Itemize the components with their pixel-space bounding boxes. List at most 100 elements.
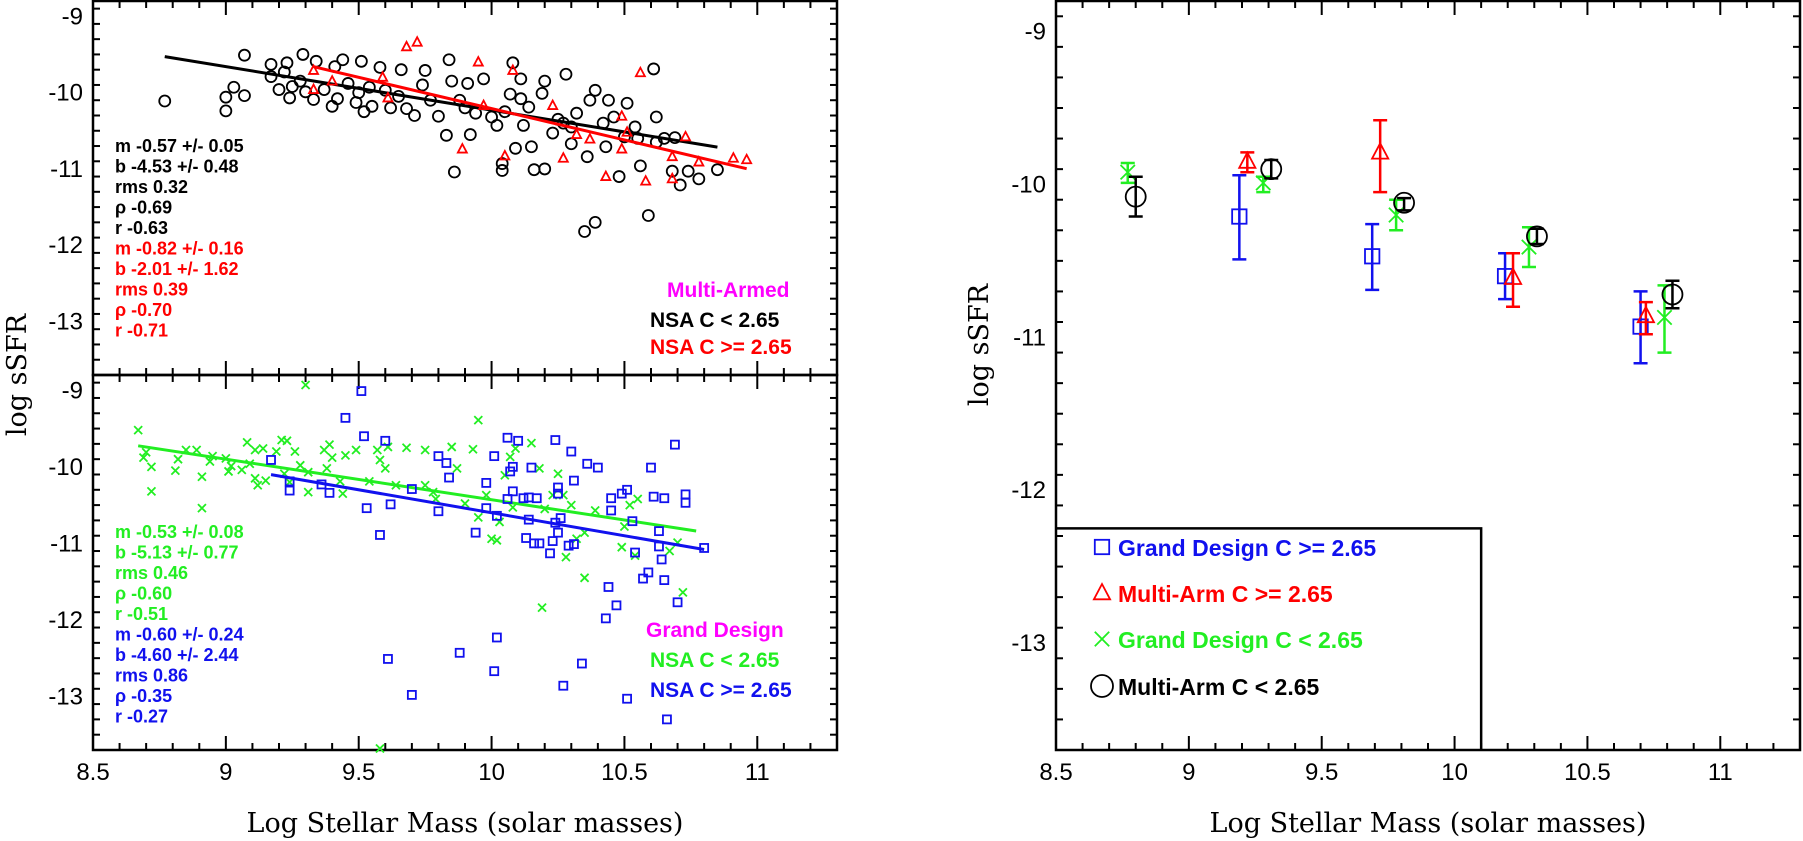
- data-point: [507, 486, 518, 497]
- x-tick-label: 8.5: [1039, 759, 1072, 786]
- data-point: [559, 67, 573, 81]
- fit-line: [137, 444, 697, 533]
- data-point: [432, 109, 445, 123]
- data-point: [392, 90, 405, 103]
- data-point: [611, 600, 622, 611]
- data-point: [411, 35, 424, 47]
- fit-stat: rms 0.39: [115, 280, 188, 300]
- data-point: [359, 431, 369, 442]
- data-point: [513, 435, 524, 446]
- data-point: [452, 463, 462, 474]
- legend-marker: [1090, 674, 1114, 698]
- data-point: [158, 94, 172, 108]
- legend-label: Grand Design C >= 2.65: [1118, 535, 1376, 561]
- data-point: [1636, 304, 1656, 324]
- data-point: [578, 225, 591, 238]
- data-point: [133, 425, 143, 435]
- data-point: [258, 443, 268, 454]
- y-tick-label: -11: [50, 530, 83, 557]
- data-point: [679, 129, 692, 142]
- data-point: [612, 170, 626, 183]
- data-point: [245, 459, 255, 469]
- data-point: [666, 171, 679, 184]
- data-point: [373, 61, 387, 74]
- x-tick-label: 9: [1182, 759, 1195, 786]
- y-tick-label: -10: [48, 80, 83, 107]
- data-point: [727, 151, 740, 163]
- data-point: [335, 476, 345, 487]
- data-point: [527, 163, 541, 177]
- data-point: [470, 527, 481, 538]
- data-point: [173, 454, 183, 464]
- data-point: [492, 535, 502, 545]
- y-tick-label: -10: [48, 454, 83, 481]
- x-tick-label: 10: [1441, 759, 1468, 786]
- data-point: [433, 506, 444, 517]
- data-point: [327, 453, 337, 463]
- data-point: [606, 505, 617, 516]
- data-point: [514, 92, 528, 106]
- x-tick-label: 10.5: [601, 759, 648, 786]
- data-point: [621, 125, 634, 137]
- data-point: [570, 127, 583, 139]
- data-point: [253, 480, 263, 490]
- data-point: [517, 119, 530, 132]
- data-point: [400, 102, 413, 116]
- data-point: [406, 689, 417, 700]
- fit-stat: r -0.71: [115, 321, 168, 341]
- data-point: [356, 386, 367, 396]
- data-point: [633, 159, 647, 173]
- data-point: [197, 503, 207, 513]
- data-point: [1237, 150, 1257, 169]
- data-point: [361, 503, 372, 514]
- data-point: [282, 436, 292, 446]
- data-point: [372, 445, 382, 455]
- data-point: [1661, 283, 1684, 306]
- data-point: [672, 597, 683, 608]
- data-point: [600, 613, 611, 624]
- data-point: [1656, 309, 1673, 326]
- data-point: [477, 98, 490, 110]
- x-tick-label: 11: [745, 759, 770, 786]
- data-point: [692, 172, 706, 186]
- data-point: [138, 453, 149, 463]
- data-point: [646, 462, 656, 473]
- fit-stat: rms 0.86: [115, 666, 188, 686]
- data-point: [627, 516, 638, 527]
- data-point: [250, 473, 260, 483]
- legend-marker: [1092, 582, 1112, 601]
- data-point: [418, 64, 432, 77]
- y-tick-label: -9: [62, 377, 83, 404]
- data-point: [526, 438, 537, 448]
- fit-stat: m -0.82 +/- 0.16: [115, 239, 244, 259]
- data-point: [566, 446, 577, 457]
- legend: Grand Design C >= 2.65 Multi-Arm C >= 2.6…: [1056, 527, 1483, 750]
- data-point: [561, 552, 571, 562]
- data-point: [272, 83, 286, 96]
- data-point: [577, 658, 587, 669]
- data-point: [219, 90, 233, 104]
- data-point: [489, 666, 500, 677]
- data-point: [628, 120, 642, 134]
- error-bar: [1657, 284, 1672, 354]
- data-point: [300, 380, 311, 390]
- data-point: [284, 476, 295, 487]
- data-point: [362, 80, 376, 94]
- data-point: [264, 57, 278, 71]
- data-point: [219, 104, 233, 118]
- data-point: [617, 542, 627, 552]
- fit-stat: m -0.57 +/- 0.05: [115, 136, 244, 156]
- data-point: [588, 83, 602, 97]
- data-point: [602, 93, 615, 107]
- data-point: [428, 487, 438, 497]
- data-point: [341, 77, 355, 90]
- data-point: [205, 456, 215, 467]
- data-point: [699, 543, 710, 553]
- data-point: [659, 493, 670, 504]
- error-bar: [1633, 290, 1648, 365]
- data-point: [489, 451, 500, 462]
- data-point: [472, 55, 485, 67]
- data-point: [469, 106, 483, 120]
- data-point: [596, 116, 610, 130]
- error-bar: [1365, 222, 1380, 292]
